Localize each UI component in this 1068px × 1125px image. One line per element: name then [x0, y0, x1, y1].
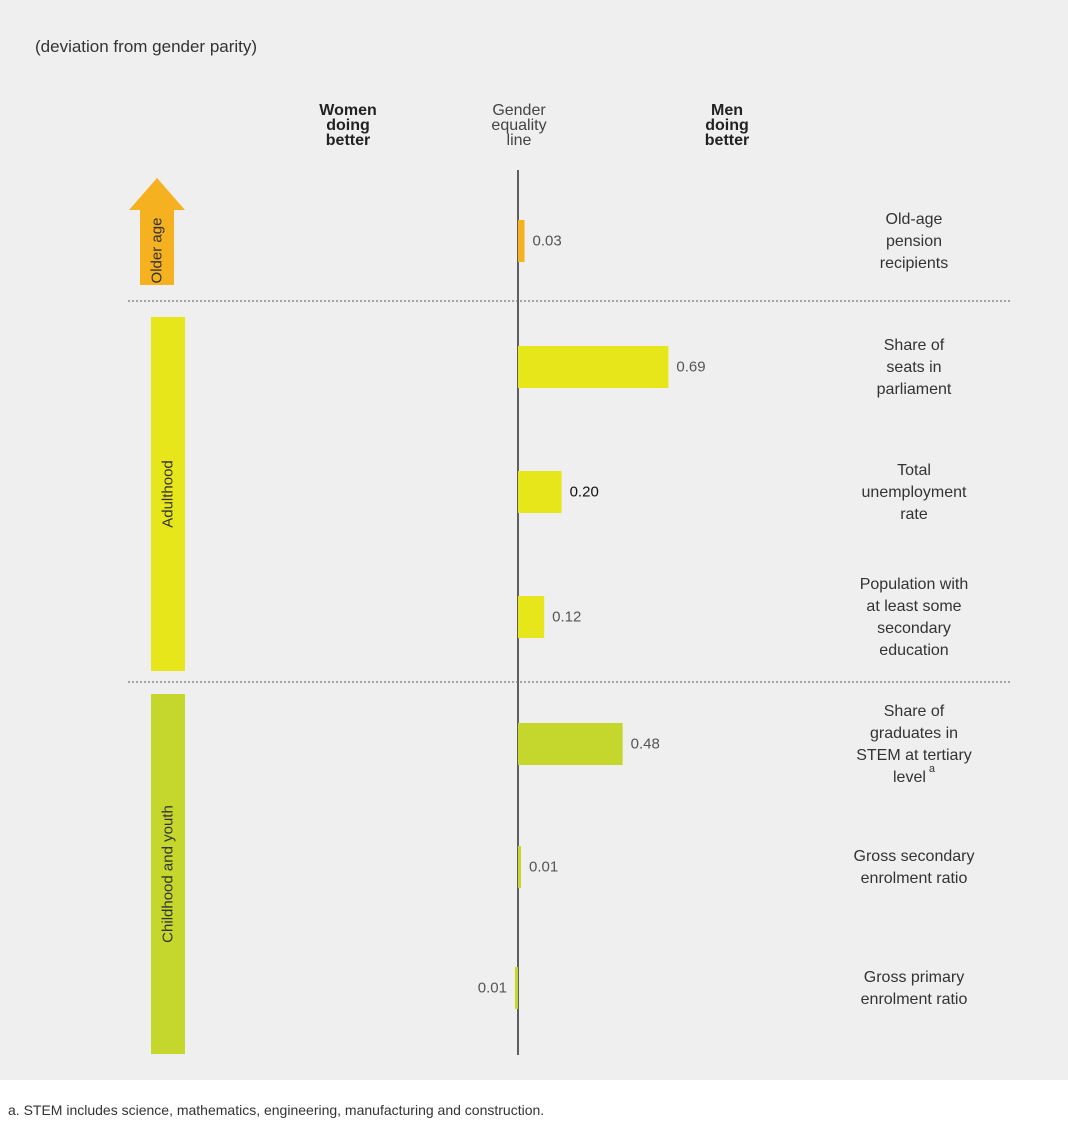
bar — [518, 846, 521, 888]
bar — [518, 596, 545, 638]
category-label: Total unemployment rate — [862, 462, 968, 523]
value-label: 0.20 — [570, 484, 599, 501]
bar — [518, 471, 562, 513]
bar — [515, 967, 518, 1009]
category-label-line: Population with — [860, 576, 969, 593]
chart-subtitle: (deviation from gender parity) — [35, 37, 258, 56]
older-age-arrow — [129, 178, 185, 285]
footnote-marker: a — [929, 763, 936, 775]
footnote: a. STEM includes science, mathematics, e… — [8, 1102, 545, 1118]
category-label-line: secondary — [877, 620, 951, 637]
category-label-line: Share of — [884, 337, 945, 354]
bar — [518, 346, 669, 388]
men-doing-better-header: Men doing better — [704, 102, 750, 149]
category-label-line: rate — [900, 506, 928, 523]
category-label-line: recipients — [880, 255, 948, 272]
category-label-line: parliament — [877, 381, 952, 398]
category-label-line: Old-age — [886, 211, 943, 228]
gender-equality-line-header: Gender equality line — [491, 102, 547, 149]
category-label-line: pension — [886, 233, 942, 250]
chart-svg: Older age 0.03 Old-age pension recipients Adu… — [128, 170, 1010, 1055]
category-label-line: unemployment — [862, 484, 968, 501]
women-doing-better-header: Women doing better — [319, 102, 377, 149]
category-label-line: STEM at tertiary — [856, 747, 972, 764]
category-label: Old-age pension recipients — [880, 211, 948, 272]
group-label: Older age — [149, 218, 166, 284]
value-label: 0.48 — [631, 736, 660, 753]
group-bar — [151, 694, 185, 1054]
category-label: Gross secondary enrolment ratio — [854, 848, 975, 887]
category-label: Share of graduates in STEM at tertiary leve… — [856, 703, 972, 786]
category-label-line: enrolment ratio — [861, 870, 968, 887]
category-label-line: Gross secondary — [854, 848, 975, 865]
category-label: Share of seats in parliament — [877, 337, 952, 398]
value-label: 0.12 — [552, 609, 581, 626]
category-label: Gross primary enrolment ratio — [861, 969, 968, 1008]
group-bar — [151, 317, 185, 671]
bar — [518, 723, 623, 765]
category-label-line: Total — [897, 462, 931, 479]
category-label-line: at least some — [866, 598, 961, 615]
category-label-line: education — [879, 642, 948, 659]
category-label: Population with at least some secondary edu… — [860, 576, 969, 659]
category-label-line: Gross primary — [864, 969, 964, 986]
value-label: 0.01 — [529, 859, 558, 876]
bar — [518, 220, 525, 262]
value-label: 0.03 — [533, 233, 562, 250]
category-label-line: enrolment ratio — [861, 991, 968, 1008]
value-label: 0.69 — [676, 359, 705, 376]
group-label: Childhood and youth — [160, 805, 177, 943]
category-label-line: graduates in — [870, 725, 958, 742]
group-label: Adulthood — [160, 460, 177, 528]
value-label: 0.01 — [478, 980, 507, 997]
category-label-line: level — [893, 769, 926, 786]
category-label-line: seats in — [886, 359, 941, 376]
category-label-line: Share of — [884, 703, 945, 720]
